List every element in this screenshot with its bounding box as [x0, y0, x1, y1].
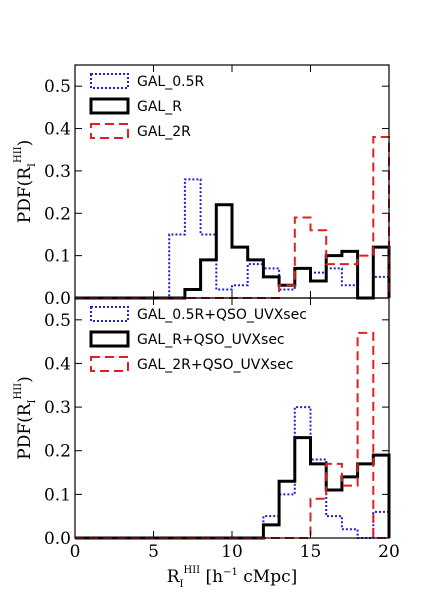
- series-1-0-line: [75, 406, 390, 539]
- legend-label: GAL_0.5R+QSO_UVXsec: [137, 307, 307, 323]
- y-tick-label: 0.5: [44, 311, 71, 331]
- x-tick-label: 0: [70, 542, 81, 562]
- legend-label: GAL_0.5R: [137, 74, 204, 90]
- y-tick-label: 0.1: [44, 247, 71, 267]
- series-1-2-line: [75, 331, 389, 539]
- legend-label: GAL_2R+QSO_UVXsec: [137, 357, 294, 373]
- x-tick-label: 20: [378, 542, 400, 562]
- x-tick-label: 10: [221, 542, 243, 562]
- legend-swatch: [90, 123, 129, 139]
- y-axis-label: PDF(RIHII): [13, 376, 38, 460]
- y-tick-label: 0.2: [44, 204, 71, 224]
- y-tick-label: 0.0: [44, 529, 71, 549]
- legend-swatch: [89, 330, 130, 348]
- legend-label: GAL_2R: [137, 124, 191, 140]
- y-tick-label: 0.4: [44, 120, 71, 140]
- x-axis-label: RIHII [h−1 cMpc]: [167, 565, 298, 590]
- y-tick-label: 0.1: [44, 485, 71, 505]
- y-tick-label: 0.0: [44, 289, 71, 309]
- y-tick-label: 0.3: [44, 162, 71, 182]
- series-0-1-line: [75, 203, 391, 300]
- bottom-panel: 0.0 0.1 0.2 0.3 0.4 0.5 0 5 10 15 20 PDF(RIHII) RIHI…: [13, 297, 400, 590]
- top-panel: 0.0 0.1 0.2 0.3 0.4 0.5 PDF(RIHII) GAL_0.5R GAL_…: [13, 64, 391, 309]
- legend-label: GAL_R: [137, 99, 182, 115]
- y-axis-label: PDF(RIHII): [13, 140, 38, 224]
- legend-swatch: [90, 356, 129, 372]
- x-tick-label: 5: [148, 542, 159, 562]
- legend-swatch: [90, 73, 129, 89]
- legend-label: GAL_R+QSO_UVXsec: [137, 332, 285, 348]
- y-tick-label: 0.4: [44, 354, 71, 374]
- x-tick-label: 15: [300, 542, 322, 562]
- y-tick-label: 0.5: [44, 77, 71, 97]
- series-0-2-line: [75, 136, 390, 299]
- y-tick-label: 0.3: [44, 398, 71, 418]
- legend-swatch: [89, 97, 130, 115]
- legend-swatch: [90, 306, 129, 322]
- y-tick-label: 0.2: [44, 442, 71, 462]
